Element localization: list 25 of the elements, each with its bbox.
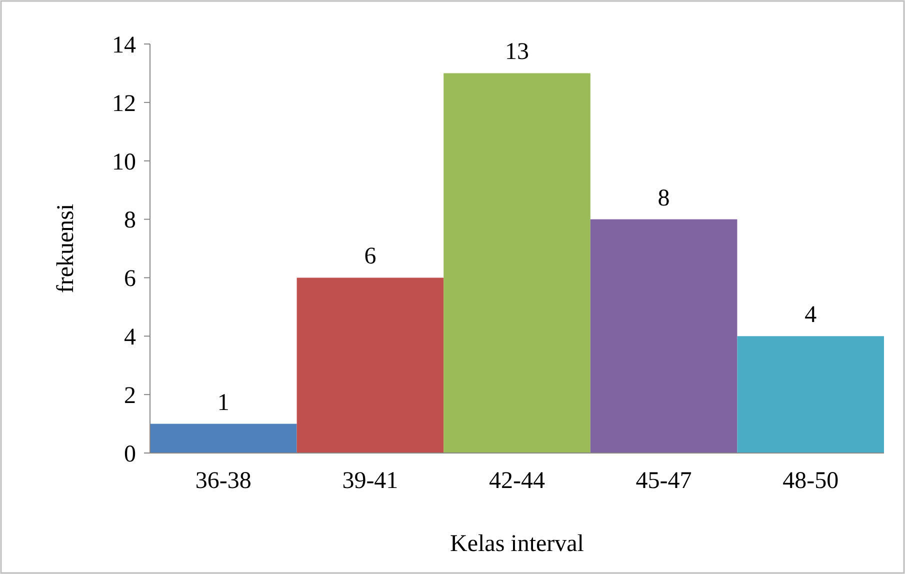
y-tick-label: 14: [112, 32, 136, 58]
data-label: 4: [804, 302, 817, 328]
x-tick-label: 45-47: [636, 468, 692, 494]
y-tick-label: 8: [124, 208, 136, 234]
bar: [737, 336, 884, 453]
y-tick-label: 0: [124, 441, 136, 468]
y-axis-title: frekuensi: [53, 204, 79, 294]
y-tick-label: 10: [112, 149, 136, 176]
x-tick-label: 48-50: [782, 468, 839, 494]
bar: [296, 278, 444, 453]
x-tick-label: 42-44: [489, 468, 545, 494]
data-label: 1: [217, 390, 230, 416]
x-tick-label: 39-41: [342, 468, 398, 494]
bar: [590, 219, 738, 453]
data-label: 13: [505, 39, 529, 66]
y-tick-label: 4: [124, 324, 136, 351]
bar: [444, 73, 590, 453]
y-tick-label: 2: [124, 382, 136, 409]
y-tick-label: 6: [124, 266, 136, 292]
bar: [150, 424, 297, 453]
y-tick-label: 12: [112, 90, 136, 117]
x-axis-title: Kelas interval: [450, 531, 584, 557]
data-label: 8: [658, 185, 670, 212]
data-label: 6: [364, 244, 376, 270]
x-tick-label: 36-38: [195, 468, 252, 494]
